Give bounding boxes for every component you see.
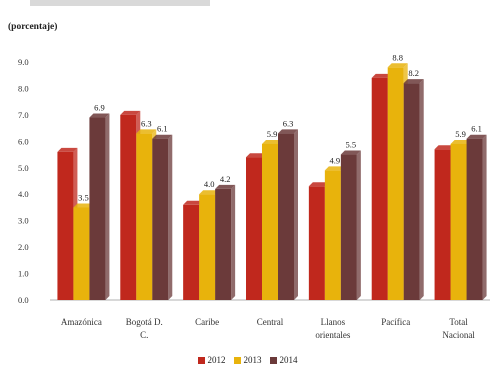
bar-2014	[89, 117, 106, 301]
bar-2012	[308, 186, 325, 300]
data-label: 8.8	[392, 52, 403, 62]
bar-2012	[183, 204, 200, 300]
bar-top	[246, 153, 266, 158]
bar-2012	[246, 157, 262, 300]
bar-top	[466, 134, 487, 139]
y-tick-label: 4.0	[18, 189, 29, 199]
y-tick-label: 5.0	[18, 163, 29, 173]
legend: 2012 2013 2014	[0, 355, 495, 366]
bar-top	[324, 166, 345, 171]
legend-label: 2014	[279, 355, 298, 365]
bar-top	[120, 110, 141, 115]
bar-2012	[120, 114, 137, 300]
data-label: 6.1	[471, 124, 482, 134]
bar-top	[152, 134, 173, 139]
category-label: Amazónica	[61, 317, 102, 327]
legend-swatch	[197, 356, 205, 364]
y-tick-label: 7.0	[18, 110, 29, 120]
legend-item: 2014	[269, 355, 298, 365]
y-tick-label: 9.0	[18, 57, 29, 67]
data-label: 4.0	[204, 179, 215, 189]
category-label: Caribe	[195, 317, 219, 327]
bar-top	[450, 139, 471, 144]
category-label: Central	[257, 317, 284, 327]
legend-swatch	[269, 356, 277, 364]
bar-top	[278, 129, 298, 134]
data-label: 6.9	[94, 103, 105, 113]
bar-2012	[57, 151, 74, 300]
data-label: 6.3	[283, 118, 294, 128]
unit-label: (porcentaje)	[8, 22, 58, 32]
bar-top	[136, 129, 157, 134]
data-label: 5.5	[346, 140, 357, 150]
bar-side	[105, 113, 110, 301]
bar-2013	[136, 133, 153, 300]
bar-2014	[215, 188, 232, 300]
data-label: 4.9	[330, 155, 341, 165]
bar-side	[168, 134, 173, 300]
bar-top	[387, 63, 408, 68]
data-label: 6.1	[157, 124, 168, 134]
y-tick-label: 1.0	[18, 269, 29, 279]
y-tick-label: 0.0	[18, 295, 29, 305]
bar-2013	[450, 143, 467, 300]
bar-side	[482, 134, 487, 300]
bar-2014	[278, 133, 294, 300]
bar-side	[356, 150, 361, 300]
category-label: Nacional	[442, 330, 475, 340]
bar-2014	[466, 138, 483, 300]
bar-2014	[403, 83, 420, 301]
bar-top	[89, 113, 110, 118]
y-tick-label: 6.0	[18, 136, 29, 146]
data-label: 5.9	[455, 129, 466, 139]
bar-2012	[434, 149, 451, 300]
bar-top	[371, 73, 392, 78]
data-label: 5.9	[267, 129, 278, 139]
y-tick-label: 2.0	[18, 242, 29, 252]
bar-side	[294, 129, 298, 300]
bar-top	[403, 79, 424, 84]
bar-2013	[324, 170, 341, 300]
category-label: orientales	[315, 330, 350, 340]
bar-top	[199, 190, 220, 195]
legend-label: 2012	[207, 355, 226, 365]
y-tick-label: 8.0	[18, 83, 29, 93]
bar-top	[183, 200, 204, 205]
category-label: C.	[140, 330, 148, 340]
bar-2013	[262, 143, 278, 300]
data-label: 4.2	[220, 174, 231, 184]
legend-item: 2013	[233, 355, 262, 365]
legend-item: 2012	[197, 355, 226, 365]
bar-2014	[152, 138, 169, 300]
bar-chart: 0.0 1.0 2.0 3.0 4.0 5.0 6.0 7.0 8.0 9.0 3.5 6.9 Amaz…	[18, 52, 490, 340]
bar-top	[57, 147, 78, 152]
data-label: 6.3	[141, 118, 152, 128]
bar-side	[231, 184, 236, 300]
legend-swatch	[233, 356, 241, 364]
data-label: 3.5	[78, 192, 89, 202]
bar-side	[419, 79, 424, 301]
bar-top	[308, 182, 329, 187]
title-strip	[30, 0, 210, 6]
bar-2013	[387, 67, 404, 301]
bar-top	[340, 150, 361, 155]
category-label: Total	[449, 317, 468, 327]
bar-2013	[73, 207, 90, 300]
bar-2012	[371, 77, 388, 300]
bar-2014	[340, 154, 357, 300]
bar-top	[262, 139, 282, 144]
bar-top	[73, 203, 94, 208]
category-label: Bogotá D.	[126, 317, 163, 327]
data-label: 8.2	[408, 68, 419, 78]
category-label: Llanos	[321, 317, 346, 327]
category-label: Pacífica	[381, 317, 410, 327]
bar-2013	[199, 194, 216, 300]
bar-top	[434, 145, 455, 150]
bar-top	[215, 184, 236, 189]
legend-label: 2013	[243, 355, 262, 365]
y-tick-label: 3.0	[18, 216, 29, 226]
